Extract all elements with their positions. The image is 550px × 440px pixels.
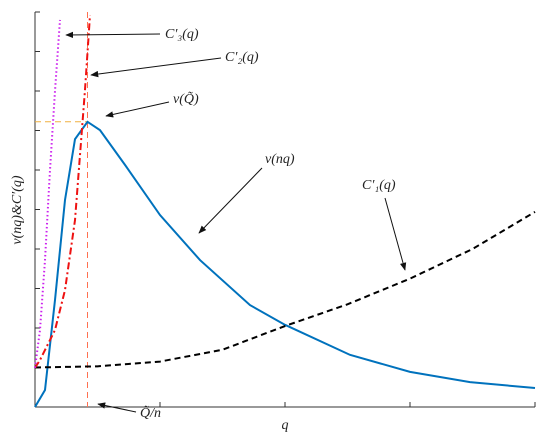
annotation-arrow bbox=[384, 197, 407, 271]
series-line bbox=[34, 15, 91, 369]
x-axis-label: q bbox=[282, 418, 289, 433]
annotation-arrow bbox=[198, 167, 263, 234]
series-line bbox=[34, 211, 536, 369]
annotation-arrow bbox=[90, 57, 222, 78]
annotation-label: ν(nq) bbox=[265, 152, 295, 167]
series-line bbox=[34, 19, 61, 369]
annotation-label: C′₂(q) bbox=[225, 50, 259, 65]
annotation-arrow bbox=[105, 101, 170, 118]
annotation-arrow bbox=[97, 402, 137, 413]
annotation-label: Q̃/n bbox=[140, 405, 161, 421]
y-axis-label: ν(nq)&C′(q) bbox=[10, 175, 25, 244]
series-line bbox=[34, 120, 536, 408]
annotation-label: C′₁(q) bbox=[362, 178, 396, 193]
annotation-label: ν(Q̃) bbox=[173, 91, 199, 107]
annotation-label: C′₃(q) bbox=[165, 27, 199, 42]
annotation-arrow bbox=[65, 31, 161, 39]
